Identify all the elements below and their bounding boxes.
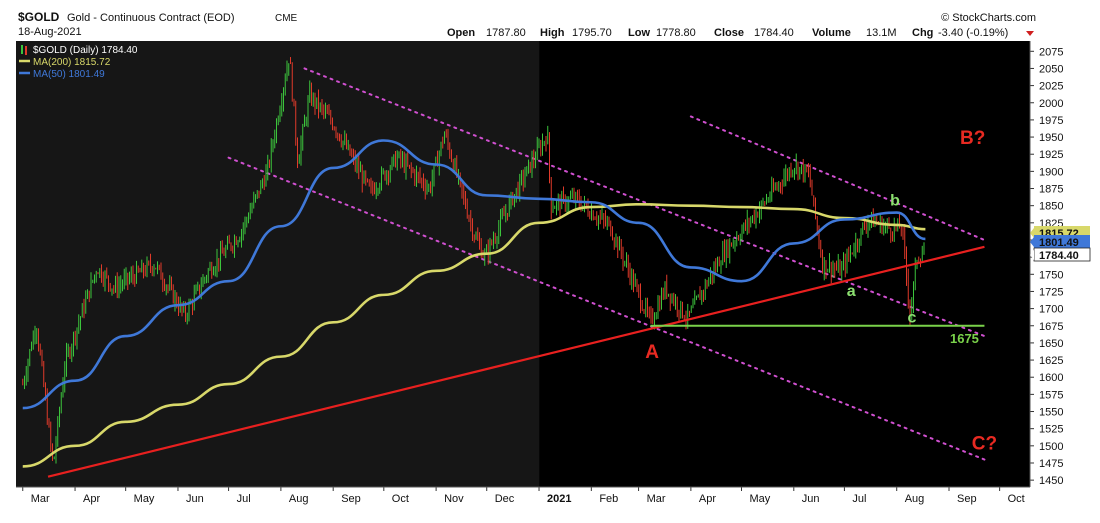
y-axis: 1450 1475 1500 1525 1550 1575 1600 1625 1650 1675… (1029, 41, 1063, 487)
x-tick-label: Jul (852, 493, 866, 505)
y-tick-label: 1675 (1039, 321, 1063, 333)
y-tick-label: 1450 (1039, 475, 1063, 487)
low-value: 1778.80 (656, 27, 696, 39)
x-tick-label: Sep (341, 493, 361, 505)
wave-label-c: c (907, 309, 916, 326)
x-axis: Mar Apr May Jun Jul Aug Sep Oct Nov Dec 2021 Feb Mar… (16, 486, 1030, 505)
high-label: High (540, 27, 565, 39)
y-tick-label: 1875 (1039, 184, 1063, 196)
legend-entry: $GOLD (Daily) 1784.40 (33, 45, 138, 56)
legend-entry: MA(50) 1801.49 (33, 69, 105, 80)
down-arrow-icon (1026, 31, 1034, 36)
x-tick-label: Dec (495, 493, 515, 505)
y-tick-label: 1575 (1039, 389, 1063, 401)
x-tick-label: Aug (905, 493, 925, 505)
wave-label-a: a (847, 283, 856, 300)
rising-trendline (47, 245, 985, 478)
tag-pointer (1030, 228, 1034, 238)
x-tick-label: Nov (444, 493, 464, 505)
chg-value: -3.40 (-0.19%) (938, 27, 1008, 39)
y-tick-label: 1900 (1039, 166, 1063, 178)
symbol: $GOLD (18, 10, 60, 24)
x-tick-label: Jun (186, 493, 204, 505)
trendlines: 1675 (47, 245, 985, 478)
y-tick-label: 1550 (1039, 407, 1063, 419)
x-tick-label: Jun (802, 493, 820, 505)
close-value: 1784.40 (754, 27, 794, 39)
exchange: CME (275, 13, 298, 24)
channel-line-1 (303, 67, 986, 338)
moving-averages (22, 139, 926, 468)
chart-date: 18-Aug-2021 (18, 26, 82, 38)
wave-label-b: b (890, 193, 900, 210)
channel-line-3 (689, 115, 986, 241)
y-tick-label: 1700 (1039, 304, 1063, 316)
plot-background-2020 (16, 41, 540, 487)
y-tick-label: 1750 (1039, 269, 1063, 281)
x-tick-label: Apr (83, 493, 100, 505)
y-tick-label: 1925 (1039, 149, 1063, 161)
instrument-name: Gold - Continuous Contract (EOD) (67, 12, 235, 24)
wave-label-a: A (645, 342, 659, 363)
last-value-tag (1034, 235, 1090, 248)
chart-header: $GOLD Gold - Continuous Contract (EOD) C… (18, 10, 1036, 39)
tag-pointer (1030, 237, 1034, 247)
x-tick-label: 2021 (547, 493, 571, 505)
x-tick-label: May (749, 493, 770, 505)
ma200-line (22, 203, 926, 468)
y-tick-label: 2050 (1039, 63, 1063, 75)
support-label: 1675 (950, 331, 979, 346)
x-tick-label: Apr (699, 493, 716, 505)
y-tick-label: 2000 (1039, 98, 1063, 110)
plot-background-2021 (539, 41, 1030, 487)
y-tick-label: 1950 (1039, 132, 1063, 144)
y-tick-label: 1525 (1039, 424, 1063, 436)
last-value-tag-label: 1801.49 (1039, 237, 1079, 249)
ohlc-readout: Open 1787.80 High 1795.70 Low 1778.80 Cl… (447, 27, 1034, 39)
volume-value: 13.1M (866, 27, 897, 39)
wave-label-b: B? (960, 128, 985, 149)
x-tick-label: Oct (1008, 493, 1025, 505)
ma50-line (22, 139, 926, 410)
open-value: 1787.80 (486, 27, 526, 39)
high-value: 1795.70 (572, 27, 612, 39)
x-tick-label: Mar (31, 493, 50, 505)
x-tick-label: Sep (957, 493, 977, 505)
y-tick-label: 1500 (1039, 441, 1063, 453)
x-tick-label: Feb (599, 493, 618, 505)
chg-label: Chg (912, 27, 933, 39)
close-label: Close (714, 27, 744, 39)
y-tick-label: 2025 (1039, 81, 1063, 93)
y-tick-label: 1850 (1039, 201, 1063, 213)
y-tick-label: 1975 (1039, 115, 1063, 127)
y-tick-label: 1625 (1039, 355, 1063, 367)
x-tick-label: May (134, 493, 155, 505)
y-tick-label: 2075 (1039, 46, 1063, 58)
y-tick-label: 1725 (1039, 286, 1063, 298)
credit: © StockCharts.com (941, 12, 1036, 24)
tag-pointer (1030, 250, 1034, 260)
x-tick-label: Mar (647, 493, 666, 505)
x-tick-label: Jul (237, 493, 251, 505)
y-tick-label: 1650 (1039, 338, 1063, 350)
wave-label-c: C? (972, 433, 997, 454)
wave-labels: A B? C? a b c (645, 128, 997, 454)
y-tick-label: 1475 (1039, 458, 1063, 470)
channel-line-2 (227, 156, 986, 461)
y-tick-label: 1600 (1039, 372, 1063, 384)
x-tick-label: Aug (289, 493, 309, 505)
channel-lines (227, 67, 986, 461)
volume-label: Volume (812, 27, 851, 39)
low-label: Low (628, 27, 650, 39)
last-value-tag-label: 1784.40 (1039, 250, 1079, 262)
x-tick-label: Oct (392, 493, 409, 505)
open-label: Open (447, 27, 475, 39)
legend-entry: MA(200) 1815.72 (33, 57, 111, 68)
